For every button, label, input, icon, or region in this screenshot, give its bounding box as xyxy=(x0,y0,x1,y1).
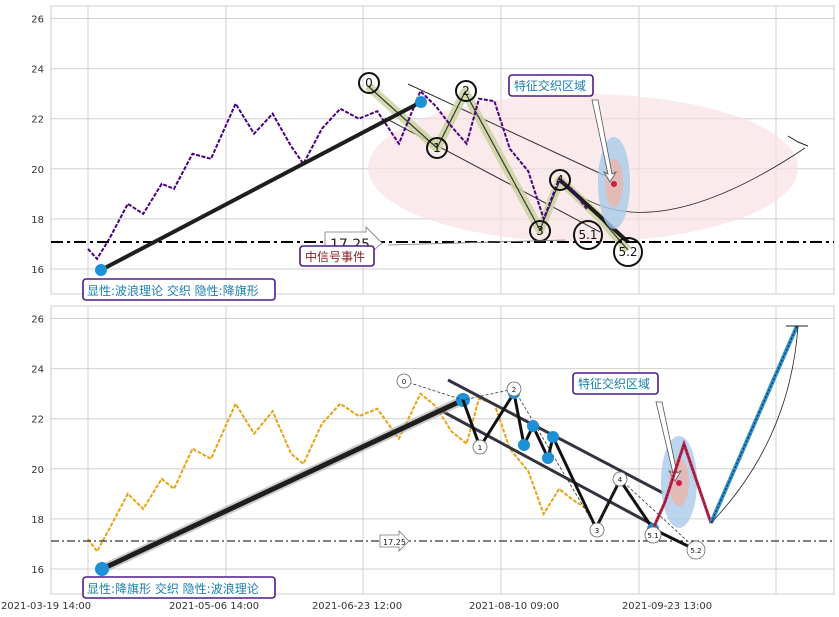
bottom-final-wave-red-dash xyxy=(652,442,712,530)
top-projection-end xyxy=(787,135,809,147)
top-price-series xyxy=(87,89,588,261)
bottom-pattern-box: 显性:降旗形 交织 隐性:波浪理论 xyxy=(82,576,276,599)
bottom-support-label: 17.25 xyxy=(379,530,410,552)
wave-label-text: 5.2 xyxy=(618,245,637,259)
y-tick-label: 20 xyxy=(31,165,44,176)
y-tick-label: 18 xyxy=(31,515,44,526)
wave-label-text: 1 xyxy=(433,141,441,155)
x-tick-label: 2021-08-10 09:00 xyxy=(469,601,559,612)
wave-label-circle xyxy=(612,471,628,487)
wave-label-text: 0 xyxy=(402,378,406,386)
wave-label-text: 2 xyxy=(512,386,516,394)
wave-label-circle xyxy=(472,439,488,455)
bottom-trend-core xyxy=(100,397,465,572)
wave-label-text: 5.1 xyxy=(647,532,658,540)
top-feature-box: 特征交织区域 xyxy=(508,74,594,97)
bottom-wave-thin xyxy=(403,380,697,550)
x-tick-label: 2021-03-19 14:00 xyxy=(1,601,91,612)
y-tick-label: 18 xyxy=(31,215,44,226)
wave-label-text: 0 xyxy=(365,76,373,90)
x-tick-label: 2021-09-23 13:00 xyxy=(622,601,712,612)
wave-label-circle xyxy=(686,540,706,560)
bottom-wave-marker xyxy=(527,420,539,432)
y-tick-label: 16 xyxy=(31,565,44,576)
wave-label-circle xyxy=(358,72,380,94)
top-trend-line xyxy=(100,100,422,272)
top-event-text: 中信号事件 xyxy=(305,249,365,264)
bottom-price-series xyxy=(87,392,588,554)
bottom-wave-marker xyxy=(547,431,559,443)
wave-label-text: 4 xyxy=(556,173,564,187)
y-tick-label: 26 xyxy=(31,315,44,326)
wave-label-circle xyxy=(549,169,571,191)
top-feature-marker xyxy=(591,99,630,229)
y-tick-label: 22 xyxy=(31,115,44,126)
x-tick-label: 2021-06-23 12:00 xyxy=(312,601,402,612)
top-channel-upper xyxy=(407,83,611,179)
wave-label-text: 3 xyxy=(595,527,599,535)
bottom-pattern-text: 显性:降旗形 交织 隐性:波浪理论 xyxy=(87,581,259,596)
top-trend-end-marker xyxy=(415,96,427,108)
bottom-feature-text: 特征交织区域 xyxy=(578,376,650,391)
wave-label-text: 3 xyxy=(536,224,544,238)
bottom-support-value: 17.25 xyxy=(383,538,406,547)
top-y-axis: 16 18 20 22 24 26 xyxy=(31,15,44,276)
wave-label-text: 2 xyxy=(462,84,470,98)
y-tick-label: 24 xyxy=(31,65,44,76)
y-tick-label: 16 xyxy=(31,265,44,276)
y-tick-label: 26 xyxy=(31,15,44,26)
y-tick-label: 20 xyxy=(31,465,44,476)
top-event-box: 中信号事件 xyxy=(299,245,375,267)
wave-label-circle xyxy=(589,522,605,538)
top-pattern-text: 显性:波浪理论 交织 隐性:降旗形 xyxy=(87,283,259,298)
bottom-panel: 0 1 2 3 4 5.1 5.2 17.25 特征交织区域 显性:降旗形 交织 隐性:波浪… xyxy=(51,325,834,599)
wave-label-text: 5.1 xyxy=(578,228,597,242)
wave-label-circle xyxy=(426,137,448,159)
top-feature-text: 特征交织区域 xyxy=(514,78,586,93)
wave-label-circle xyxy=(506,381,522,397)
x-axis: 2021-03-19 14:00 2021-05-06 14:00 2021-06-… xyxy=(1,601,712,612)
bottom-wave-marker xyxy=(542,452,554,464)
wave-label-circle xyxy=(573,220,603,250)
bottom-y-axis: 16 18 20 22 24 26 xyxy=(31,315,44,576)
wave-label-circle xyxy=(396,373,412,389)
bottom-panel-frame xyxy=(50,305,835,595)
top-feature-ellipse xyxy=(368,94,798,242)
wave-label-text: 5.2 xyxy=(690,547,701,555)
wave-label-text: 4 xyxy=(618,476,623,484)
bottom-feature-box: 特征交织区域 xyxy=(572,372,659,395)
wave-label-circle xyxy=(613,237,643,267)
top-pattern-box: 显性:波浪理论 交织 隐性:降旗形 xyxy=(82,278,276,301)
top-trend-start-marker xyxy=(95,264,107,276)
bottom-wave-marker xyxy=(518,439,530,451)
x-tick-label: 2021-05-06 14:00 xyxy=(169,601,259,612)
bottom-channel-lower xyxy=(439,408,656,528)
bottom-grid xyxy=(51,306,834,594)
wave-label-circle xyxy=(644,526,662,544)
wave-label-circle xyxy=(455,80,477,102)
y-tick-label: 22 xyxy=(31,415,44,426)
bottom-trend-start-marker xyxy=(95,562,109,576)
top-wave-labels: 0 1 2 3 4 5.1 5.2 xyxy=(358,72,643,267)
bottom-projection-arc xyxy=(710,325,799,524)
bottom-wave-labels: 0 1 2 3 4 5.1 5.2 xyxy=(396,373,706,560)
bottom-final-wave-blue xyxy=(709,325,799,524)
y-tick-label: 24 xyxy=(31,365,44,376)
wave-label-text: 1 xyxy=(478,444,482,452)
